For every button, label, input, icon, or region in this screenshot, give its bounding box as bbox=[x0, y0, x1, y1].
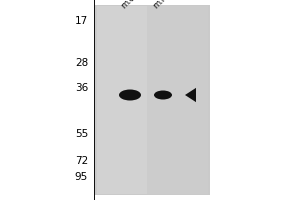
Polygon shape bbox=[185, 88, 196, 102]
Text: 17: 17 bbox=[75, 16, 88, 26]
Text: m.cerebellum: m.cerebellum bbox=[120, 0, 167, 10]
Ellipse shape bbox=[119, 90, 141, 100]
Ellipse shape bbox=[154, 90, 172, 99]
Text: 72: 72 bbox=[75, 156, 88, 166]
Bar bbox=[95, 5, 210, 195]
Text: 55: 55 bbox=[75, 129, 88, 139]
Bar bbox=[0, 0, 95, 200]
Bar bbox=[210, 0, 300, 200]
Text: m.heart: m.heart bbox=[152, 0, 182, 10]
Text: 36: 36 bbox=[75, 83, 88, 93]
Bar bbox=[94, 0, 95, 200]
Bar bbox=[147, 6, 208, 194]
Bar bbox=[97, 6, 147, 194]
Text: 95: 95 bbox=[75, 172, 88, 182]
Text: 28: 28 bbox=[75, 58, 88, 68]
